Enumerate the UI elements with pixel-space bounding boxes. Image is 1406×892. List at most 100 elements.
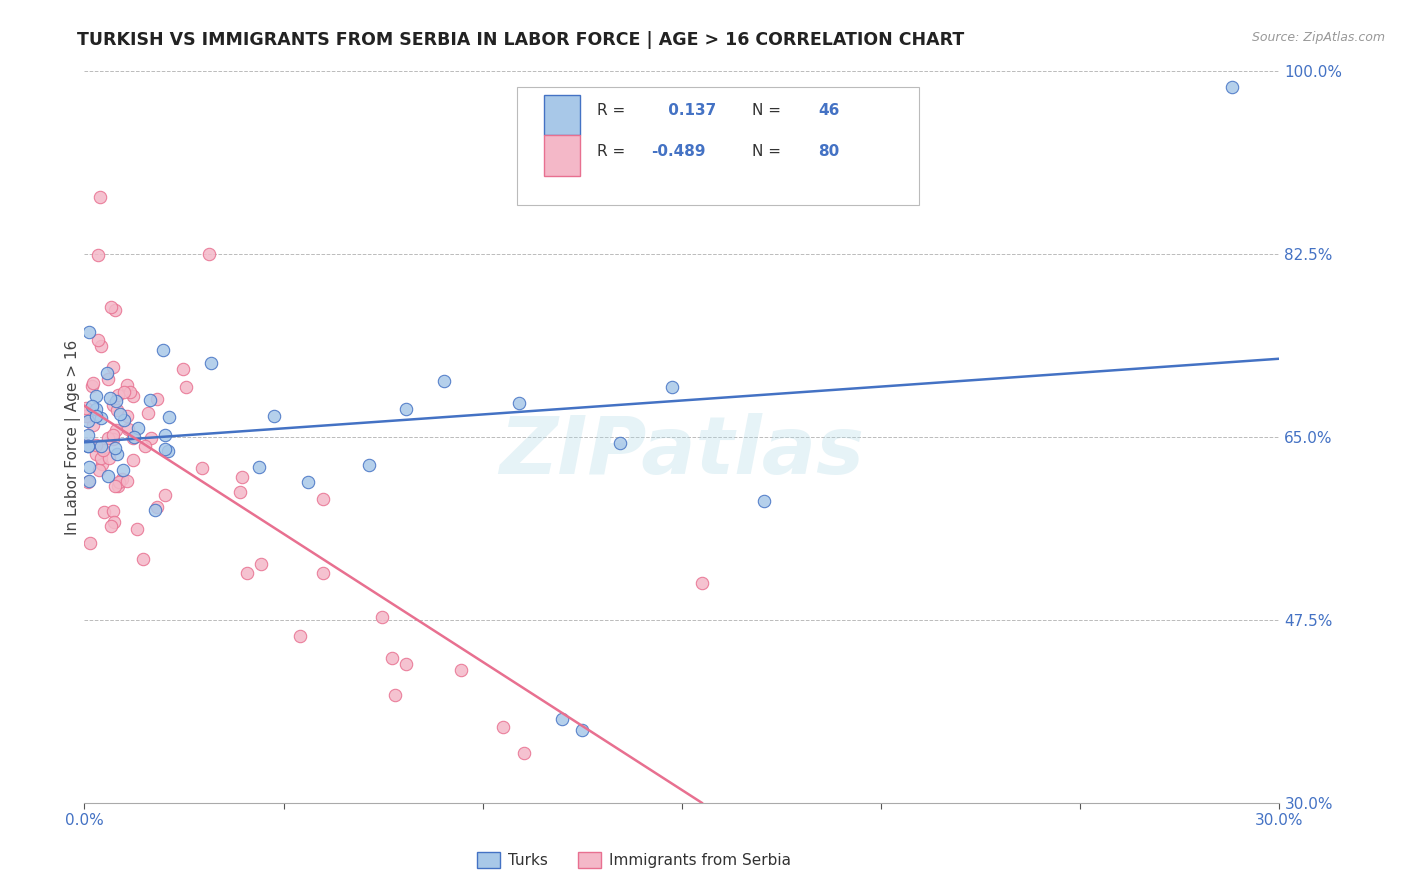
Point xyxy=(247,459,270,474)
Point xyxy=(111,463,134,477)
Point xyxy=(357,458,380,472)
Point xyxy=(82,379,104,393)
Text: 80: 80 xyxy=(818,144,839,159)
Y-axis label: In Labor Force | Age > 16: In Labor Force | Age > 16 xyxy=(65,340,82,534)
Point xyxy=(153,442,176,456)
Point xyxy=(384,688,406,702)
Point xyxy=(105,393,128,408)
Point xyxy=(121,452,143,467)
Point xyxy=(143,503,166,517)
Point xyxy=(100,519,122,533)
Point xyxy=(117,474,139,488)
Point xyxy=(91,442,114,457)
Point xyxy=(77,405,100,419)
Point xyxy=(90,339,112,353)
Text: N =: N = xyxy=(752,103,782,119)
Point xyxy=(75,409,97,424)
Point xyxy=(492,720,515,734)
Point xyxy=(381,651,404,665)
Legend: Turks, Immigrants from Serbia: Turks, Immigrants from Serbia xyxy=(477,853,792,868)
Point xyxy=(134,439,156,453)
Point xyxy=(231,470,253,484)
Text: 0.137: 0.137 xyxy=(662,103,716,119)
Point xyxy=(191,460,214,475)
Point xyxy=(77,439,100,453)
Point xyxy=(104,442,127,456)
Point xyxy=(312,566,335,580)
Point xyxy=(77,409,100,424)
Point xyxy=(122,389,145,403)
Point xyxy=(107,479,129,493)
Point xyxy=(77,474,100,488)
Point xyxy=(156,444,179,458)
Point xyxy=(395,657,418,671)
Point xyxy=(82,417,104,432)
Point xyxy=(84,389,107,403)
Point xyxy=(84,409,107,423)
Text: -0.489: -0.489 xyxy=(651,144,706,159)
Text: N =: N = xyxy=(752,144,782,159)
Point xyxy=(107,388,129,402)
Point xyxy=(90,439,112,453)
Point xyxy=(75,401,97,416)
Point xyxy=(198,247,221,261)
Point xyxy=(100,300,122,314)
Point xyxy=(146,392,169,407)
Point xyxy=(132,552,155,566)
Point xyxy=(101,503,124,517)
Point xyxy=(75,437,97,451)
Point xyxy=(77,325,100,339)
Point xyxy=(146,500,169,514)
Point xyxy=(86,438,108,452)
Point xyxy=(661,380,683,394)
Text: Source: ZipAtlas.com: Source: ZipAtlas.com xyxy=(1251,31,1385,45)
Point xyxy=(152,343,174,358)
Text: R =: R = xyxy=(598,144,626,159)
Point xyxy=(122,431,145,445)
Point xyxy=(1220,80,1243,95)
Point xyxy=(250,557,273,571)
Point xyxy=(139,393,162,408)
Point xyxy=(104,302,127,317)
Point xyxy=(98,391,121,405)
Point xyxy=(90,411,112,425)
Point xyxy=(157,409,180,424)
Point xyxy=(153,488,176,502)
Point xyxy=(172,361,194,376)
FancyBboxPatch shape xyxy=(544,136,581,176)
Point xyxy=(87,463,110,477)
Text: ZIPatlas: ZIPatlas xyxy=(499,413,865,491)
Point xyxy=(96,366,118,380)
Point xyxy=(450,663,472,677)
Point xyxy=(93,505,115,519)
Point xyxy=(87,333,110,347)
Point xyxy=(86,402,108,417)
Point xyxy=(155,428,177,442)
Point xyxy=(107,475,129,489)
Point xyxy=(112,412,135,426)
Point xyxy=(97,372,120,386)
Point xyxy=(370,609,392,624)
Point xyxy=(76,475,98,490)
Point xyxy=(297,475,319,489)
Point xyxy=(77,414,100,428)
Point xyxy=(103,515,125,529)
Point xyxy=(77,459,100,474)
Point xyxy=(229,485,252,500)
Point xyxy=(139,431,162,445)
Point xyxy=(112,385,135,400)
Point xyxy=(513,746,536,760)
Point xyxy=(80,400,103,414)
Point xyxy=(111,472,134,486)
Text: TURKISH VS IMMIGRANTS FROM SERBIA IN LABOR FORCE | AGE > 16 CORRELATION CHART: TURKISH VS IMMIGRANTS FROM SERBIA IN LAB… xyxy=(77,31,965,49)
Point xyxy=(395,402,418,417)
Point xyxy=(101,427,124,442)
Point xyxy=(103,479,125,493)
Point xyxy=(433,374,456,388)
Point xyxy=(103,398,125,412)
Point xyxy=(79,535,101,549)
Text: 46: 46 xyxy=(818,103,839,119)
Point xyxy=(122,430,145,444)
Point xyxy=(127,421,149,435)
Point xyxy=(508,396,530,410)
